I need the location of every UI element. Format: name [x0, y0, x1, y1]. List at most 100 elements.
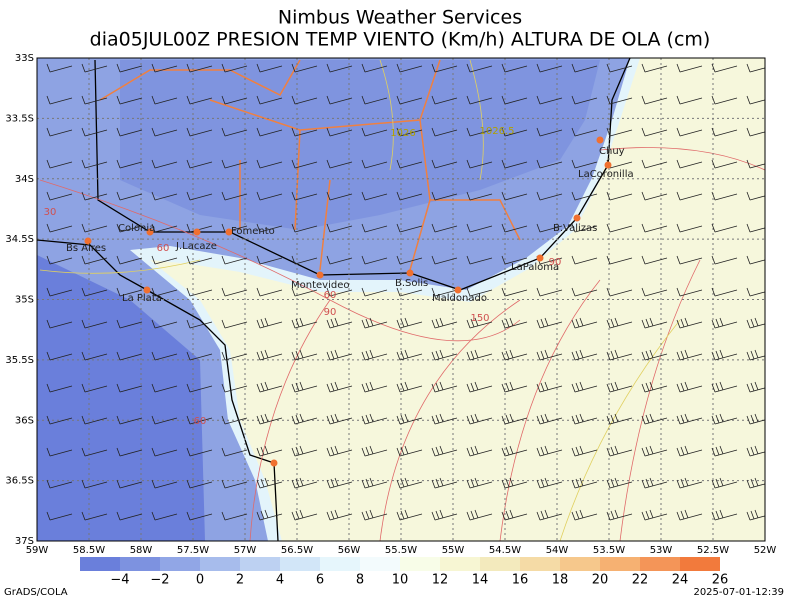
wind-barb	[116, 351, 143, 361]
wind-barb	[396, 477, 423, 489]
wind-barb	[116, 255, 143, 265]
wind-barb	[186, 351, 213, 361]
wind-barb	[116, 191, 143, 201]
wind-barb	[46, 159, 73, 169]
wind-barb	[641, 255, 668, 265]
wind-barb	[641, 509, 668, 521]
wind-barb	[151, 447, 178, 457]
wind-barb	[221, 95, 248, 105]
wind-barb	[326, 381, 353, 393]
wind-barb	[81, 191, 108, 201]
place-label: J.Lacaze	[175, 241, 217, 252]
place-marker	[604, 161, 612, 169]
wind-barb	[361, 477, 388, 489]
place-marker	[143, 286, 151, 294]
wind-barb	[746, 255, 765, 265]
wind-barb	[746, 509, 765, 521]
wind-barb	[676, 191, 703, 201]
wind-barb	[256, 287, 283, 297]
wind-barb	[151, 319, 178, 329]
wind-barb	[501, 63, 528, 73]
wind-barb	[641, 127, 668, 137]
wind-barb	[431, 381, 458, 393]
wind-barb	[711, 445, 738, 457]
wind-barb	[361, 159, 388, 169]
colorbar-label: 26	[712, 573, 729, 588]
lat-label: 37S	[15, 536, 34, 547]
wind-barb	[501, 255, 528, 265]
wind-barb	[291, 317, 318, 329]
wind-barb	[396, 159, 423, 169]
wind-barb	[536, 159, 563, 169]
wind-barb	[221, 351, 248, 361]
wind-barb	[676, 477, 703, 489]
wind-barb	[81, 415, 108, 425]
place-marker	[406, 269, 414, 277]
place-label: Bs Aires	[66, 243, 106, 254]
lon-label: 59W	[26, 545, 49, 556]
place-label: B.Valizas	[553, 223, 597, 234]
wind-barb	[116, 63, 143, 73]
wind-barb	[641, 381, 668, 393]
wind-barb	[711, 95, 738, 105]
lat-label: 36.5S	[5, 476, 34, 487]
wind-barb	[396, 255, 423, 265]
wind-barb	[81, 255, 108, 265]
wind-barb	[396, 191, 423, 201]
place-label: B.Solis	[395, 278, 428, 289]
wind-barb	[256, 63, 283, 73]
wind-barb	[221, 287, 248, 297]
wind-barb	[501, 477, 528, 489]
wind-barb	[606, 63, 633, 73]
wind-barb	[221, 319, 248, 329]
wind-barb	[256, 95, 283, 105]
wind-barb	[326, 255, 353, 265]
wind-barb	[46, 223, 73, 233]
lat-label: 35S	[15, 295, 34, 306]
wind-barb	[361, 349, 388, 361]
wind-barb	[116, 127, 143, 137]
wind-barb	[711, 223, 738, 233]
wind-barb	[431, 223, 458, 233]
wind-barb	[571, 191, 598, 201]
place-label: Colonia	[118, 223, 155, 234]
colorbar-label: 22	[632, 573, 649, 588]
wind-barb	[396, 317, 423, 329]
wind-barb	[501, 381, 528, 393]
wind-barb	[46, 191, 73, 201]
wind-barb	[536, 223, 563, 233]
wind-barb	[46, 415, 73, 425]
wind-barb	[431, 127, 458, 137]
colorbar-label: 6	[316, 573, 324, 588]
lon-label: 53W	[650, 545, 673, 556]
lon-label: 55.5W	[385, 545, 417, 556]
wind-barb	[466, 317, 493, 329]
wind-barb	[81, 287, 108, 297]
wind-barb	[221, 511, 248, 521]
wind-barb	[116, 447, 143, 457]
wind-barb	[291, 255, 318, 265]
wind-barb	[711, 63, 738, 73]
wind-barb	[711, 381, 738, 393]
wind-barb	[606, 287, 633, 297]
place-label: La Plata	[122, 293, 162, 304]
wind-barb	[81, 223, 108, 233]
wind-barb	[326, 223, 353, 233]
wind-barb	[396, 95, 423, 105]
colorbar-label: 14	[472, 573, 489, 588]
wind-barb	[81, 319, 108, 329]
lat-label: 33S	[15, 53, 34, 64]
wind-barb	[676, 317, 703, 329]
place-marker	[536, 254, 544, 262]
lat-label: 35.5S	[5, 355, 34, 366]
place-marker	[316, 271, 324, 279]
wind-barb	[746, 127, 765, 137]
wind-barb	[431, 477, 458, 489]
wind-barb	[46, 95, 73, 105]
map-area	[37, 58, 765, 541]
wind-barb	[151, 351, 178, 361]
wind-barb	[606, 255, 633, 265]
wind-barb	[396, 413, 423, 425]
wind-barb	[116, 511, 143, 521]
wind-barb	[151, 191, 178, 201]
